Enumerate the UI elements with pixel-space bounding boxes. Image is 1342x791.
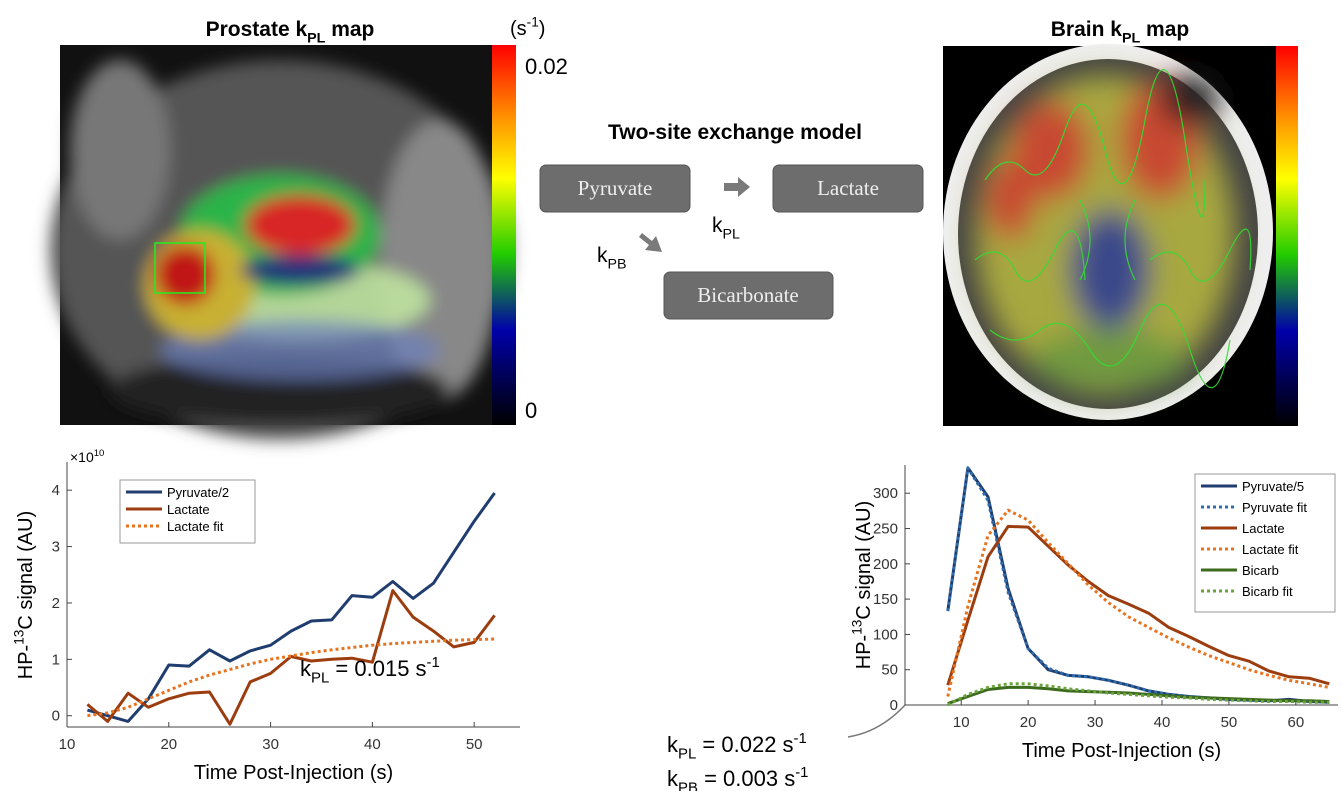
text-part: 13 xyxy=(850,620,865,635)
x-tick-label: 30 xyxy=(1087,714,1104,731)
text-part: PL xyxy=(678,746,696,763)
x-tick-label: 20 xyxy=(160,736,177,753)
text-part: HP- xyxy=(15,645,37,679)
line-chart: 0 1 2 3 4 10 20 30 40 50 Time Post-Injection (s) HP… xyxy=(12,448,520,784)
brain-image xyxy=(943,44,1298,426)
legend-label: Pyruvate/5 xyxy=(1242,479,1304,494)
text-part: map xyxy=(1140,18,1189,41)
model-node: Pyruvate xyxy=(540,165,690,212)
colorbar-unit: (s-1) xyxy=(510,15,545,40)
y-tick-label: 4 xyxy=(52,482,60,499)
node-label: Lactate xyxy=(817,176,879,200)
text-part: = 0.003 s xyxy=(698,766,795,791)
text-part: PL xyxy=(1122,30,1141,46)
text-part: PL xyxy=(307,30,326,46)
x-axis-label: Time Post-Injection (s) xyxy=(1022,740,1221,762)
text-part: = 0.022 s xyxy=(696,732,793,757)
text-part: (s xyxy=(510,18,527,40)
legend-label: Pyruvate fit xyxy=(1242,500,1307,515)
text-part: PL xyxy=(311,670,329,687)
figure: Prostate kPL map Brain kPL map (s-1) 0.0… xyxy=(0,0,1342,791)
rate-label: kPB xyxy=(597,244,627,272)
series-line xyxy=(87,639,494,716)
y-tick-label: 200 xyxy=(873,556,898,573)
x-tick-label: 40 xyxy=(364,736,381,753)
y-tick-label: 0 xyxy=(890,697,898,714)
legend-label: Pyruvate/2 xyxy=(167,485,229,500)
text-part: PB xyxy=(678,780,698,791)
text-part: PB xyxy=(608,256,627,272)
legend-label: Bicarb xyxy=(1242,563,1279,578)
y-tick-label: 50 xyxy=(881,662,898,679)
arrow xyxy=(724,177,750,197)
text-part: = 0.015 s xyxy=(329,656,426,681)
annotation: kPL = 0.015 s-1 xyxy=(300,654,440,687)
node-label: Pyruvate xyxy=(578,176,653,200)
rate-label: kPL xyxy=(712,214,740,242)
y-axis-label: HP-13C signal (AU) xyxy=(850,501,875,670)
legend-label: Bicarb fit xyxy=(1242,584,1293,599)
y-axis-label: HP-13C signal (AU) xyxy=(12,511,37,680)
legend-label: Lactate fit xyxy=(167,519,224,534)
y-tick-label: 3 xyxy=(52,539,60,556)
model-node: Lactate xyxy=(773,165,923,212)
text-part: 13 xyxy=(12,630,27,645)
annotation: kPB = 0.003 s-1 xyxy=(667,764,809,791)
x-tick-label: 60 xyxy=(1287,714,1304,731)
annotation: kPL = 0.022 s-1 xyxy=(667,730,807,763)
text-part: HP- xyxy=(853,635,875,669)
panel-title: Prostate kPL map xyxy=(206,18,375,46)
text-part: map xyxy=(325,18,374,41)
model-title: Two-site exchange model xyxy=(608,121,862,144)
x-tick-label: 20 xyxy=(1020,714,1037,731)
y-tick-label: 2 xyxy=(52,595,60,612)
text-part: -1 xyxy=(795,764,808,781)
prostate-image xyxy=(50,45,516,440)
panel-title: Brain kPL map xyxy=(1051,18,1189,46)
legend-label: Lactate fit xyxy=(1242,542,1299,557)
colorbar-tick-label: 0 xyxy=(525,398,537,423)
x-tick-label: 40 xyxy=(1154,714,1171,731)
model-node: Bicarbonate xyxy=(664,272,833,319)
x-tick-label: 10 xyxy=(953,714,970,731)
text-part: 10 xyxy=(94,448,105,459)
node-label: Bicarbonate xyxy=(697,283,798,307)
y-tick-label: 1 xyxy=(52,651,60,668)
text-part: C signal (AU) xyxy=(15,511,37,630)
text-part: ) xyxy=(539,18,546,40)
text-part: k xyxy=(712,214,723,237)
legend-label: Lactate xyxy=(167,502,210,517)
page: Prostate kPL map Brain kPL map (s-1) 0.0… xyxy=(0,0,1342,791)
x-axis-label: Time Post-Injection (s) xyxy=(194,762,393,784)
colorbar-tick-label: 0.02 xyxy=(525,54,568,79)
arrow xyxy=(639,233,662,252)
text-part: -1 xyxy=(527,15,539,30)
y-tick-label: 0 xyxy=(52,708,60,725)
axis-multiplier: ×1010 xyxy=(70,448,104,465)
text-part: -1 xyxy=(794,730,807,747)
y-tick-label: 150 xyxy=(873,591,898,608)
legend-label: Lactate xyxy=(1242,521,1285,536)
text-part: PL xyxy=(723,226,741,242)
x-tick-label: 50 xyxy=(466,736,483,753)
text-part: Prostate k xyxy=(206,18,308,41)
line-chart: 0 50 100 150 200 250 300 10 20 30 40 50 60 Time Post-… xyxy=(667,465,1338,791)
y-tick-label: 100 xyxy=(873,626,898,643)
x-tick-label: 30 xyxy=(262,736,279,753)
text-part: Brain k xyxy=(1051,18,1123,41)
text-part: k xyxy=(597,244,608,267)
text-part: -1 xyxy=(427,654,440,671)
y-tick-label: 250 xyxy=(873,521,898,538)
x-tick-label: 50 xyxy=(1221,714,1238,731)
x-tick-label: 10 xyxy=(59,736,76,753)
text-part: C signal (AU) xyxy=(853,501,875,620)
text-part: ×10 xyxy=(70,449,94,465)
series-line xyxy=(948,687,1330,703)
y-tick-label: 300 xyxy=(873,485,898,502)
